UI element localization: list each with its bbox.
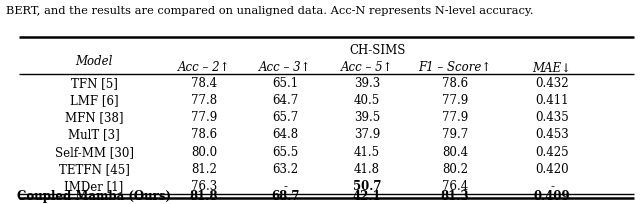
Text: LMF [6]: LMF [6] xyxy=(70,94,118,107)
Text: F1 – Score↑: F1 – Score↑ xyxy=(419,61,492,74)
Text: 81.8: 81.8 xyxy=(189,190,218,203)
Text: 80.0: 80.0 xyxy=(191,146,217,159)
Text: TETFN [45]: TETFN [45] xyxy=(59,163,129,176)
Text: 65.1: 65.1 xyxy=(273,77,298,90)
Text: Coupled Mamba (Ours): Coupled Mamba (Ours) xyxy=(17,190,171,203)
Text: 80.4: 80.4 xyxy=(442,146,468,159)
Text: 41.8: 41.8 xyxy=(354,163,380,176)
Text: 64.7: 64.7 xyxy=(273,94,299,107)
Text: 41.5: 41.5 xyxy=(354,146,380,159)
Text: 77.8: 77.8 xyxy=(191,94,217,107)
Text: 76.3: 76.3 xyxy=(191,180,217,193)
Text: -: - xyxy=(550,180,554,193)
Text: 0.453: 0.453 xyxy=(535,129,569,142)
Text: 65.7: 65.7 xyxy=(273,111,299,124)
Text: MulT [3]: MulT [3] xyxy=(68,129,120,142)
Text: Model: Model xyxy=(76,54,113,68)
Text: 77.9: 77.9 xyxy=(442,111,468,124)
Text: Self-MM [30]: Self-MM [30] xyxy=(54,146,134,159)
Text: 42.1: 42.1 xyxy=(353,190,381,203)
Text: BERT, and the results are compared on unaligned data. Acc-N represents N-level a: BERT, and the results are compared on un… xyxy=(6,6,534,16)
Text: 0.409: 0.409 xyxy=(534,190,570,203)
Text: 68.7: 68.7 xyxy=(271,190,300,203)
Text: 78.6: 78.6 xyxy=(191,129,217,142)
Text: 0.420: 0.420 xyxy=(535,163,569,176)
Text: 37.9: 37.9 xyxy=(354,129,380,142)
Text: 39.3: 39.3 xyxy=(354,77,380,90)
Text: 0.411: 0.411 xyxy=(536,94,569,107)
Text: Acc – 2↑: Acc – 2↑ xyxy=(178,61,230,74)
Text: 77.9: 77.9 xyxy=(191,111,217,124)
Text: 63.2: 63.2 xyxy=(273,163,298,176)
Text: Acc – 3↑: Acc – 3↑ xyxy=(259,61,312,74)
Text: 40.5: 40.5 xyxy=(354,94,380,107)
Text: 78.6: 78.6 xyxy=(442,77,468,90)
Text: 65.5: 65.5 xyxy=(273,146,299,159)
Text: Acc – 5↑: Acc – 5↑ xyxy=(340,61,394,74)
Text: 39.5: 39.5 xyxy=(354,111,380,124)
Text: MFN [38]: MFN [38] xyxy=(65,111,124,124)
Text: 76.4: 76.4 xyxy=(442,180,468,193)
Text: 0.432: 0.432 xyxy=(535,77,569,90)
Text: 64.8: 64.8 xyxy=(273,129,298,142)
Text: IMDer [1]: IMDer [1] xyxy=(65,180,124,193)
Text: 80.2: 80.2 xyxy=(442,163,468,176)
Text: 0.425: 0.425 xyxy=(535,146,569,159)
Text: TFN [5]: TFN [5] xyxy=(70,77,118,90)
Text: 0.435: 0.435 xyxy=(535,111,569,124)
Text: 50.7: 50.7 xyxy=(353,180,381,193)
Text: MAE↓: MAE↓ xyxy=(532,61,572,74)
Text: -: - xyxy=(284,180,287,193)
Text: 79.7: 79.7 xyxy=(442,129,468,142)
Text: 81.3: 81.3 xyxy=(440,190,469,203)
Text: CH-SIMS: CH-SIMS xyxy=(350,44,406,57)
Text: 77.9: 77.9 xyxy=(442,94,468,107)
Text: 81.2: 81.2 xyxy=(191,163,217,176)
Text: 78.4: 78.4 xyxy=(191,77,217,90)
